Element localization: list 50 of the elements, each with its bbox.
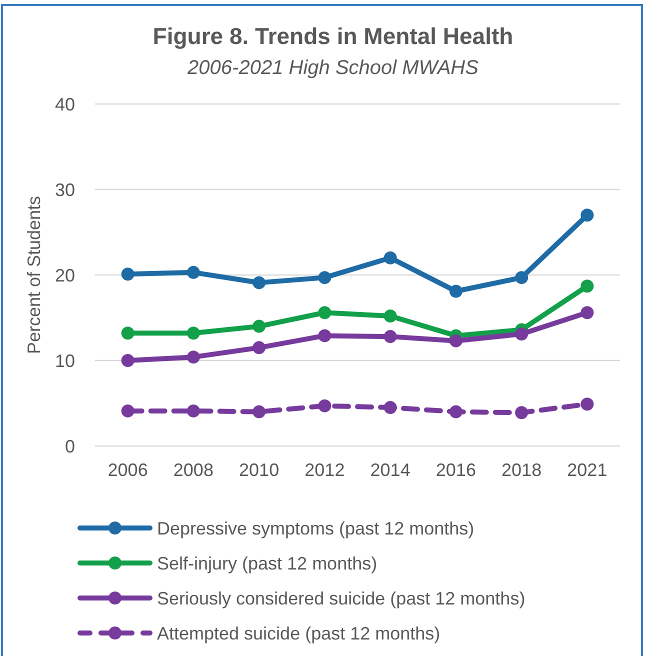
point — [121, 326, 134, 340]
point — [384, 251, 397, 264]
legend-label: Depressive symptoms (past 12 months) — [157, 518, 474, 538]
y-tick-label: 30 — [54, 180, 75, 200]
x-tick-label: 2018 — [502, 460, 542, 480]
point — [580, 280, 594, 293]
point — [186, 326, 200, 340]
point — [515, 327, 528, 340]
y-axis-title: Percent of Students — [24, 196, 44, 354]
point — [121, 404, 134, 418]
chart-title: Figure 8. Trends in Mental Health — [152, 23, 514, 49]
point — [121, 268, 134, 281]
x-tick-label: 2014 — [370, 460, 410, 480]
point — [318, 329, 332, 342]
point — [449, 405, 462, 418]
point — [318, 399, 332, 412]
point — [515, 406, 528, 420]
legend-label: Self-injury (past 12 months) — [157, 553, 378, 574]
point — [186, 350, 200, 364]
point — [384, 310, 397, 323]
x-tick-label: 2006 — [108, 460, 148, 480]
point — [384, 330, 397, 344]
point — [186, 266, 200, 279]
x-tick-label: 2010 — [239, 460, 280, 480]
x-tick-label: 2012 — [304, 460, 345, 480]
y-tick-label: 40 — [54, 94, 75, 114]
point — [384, 401, 397, 414]
point — [252, 405, 266, 418]
legend-label: Seriously considered suicide (past 12 months) — [157, 588, 526, 608]
point — [318, 271, 332, 284]
chart-subtitle: 2006-2021 High School MWAHS — [186, 57, 480, 79]
point — [515, 271, 528, 284]
point — [580, 398, 594, 411]
legend-label: Attempted suicide (past 12 months) — [157, 623, 440, 644]
point — [252, 341, 266, 354]
x-tick-label: 2016 — [436, 460, 476, 480]
point — [449, 284, 462, 298]
y-tick-label: 20 — [54, 265, 75, 286]
x-tick-label: 2021 — [567, 460, 608, 480]
x-tick-label: 2008 — [173, 460, 214, 480]
y-tick-label: 10 — [54, 350, 75, 371]
point — [186, 404, 200, 418]
point — [580, 208, 594, 222]
point — [580, 306, 594, 320]
y-tick-label: 0 — [64, 436, 75, 456]
point — [449, 334, 462, 348]
point — [252, 276, 266, 290]
point — [121, 354, 134, 367]
point — [252, 320, 266, 333]
point — [318, 306, 332, 320]
